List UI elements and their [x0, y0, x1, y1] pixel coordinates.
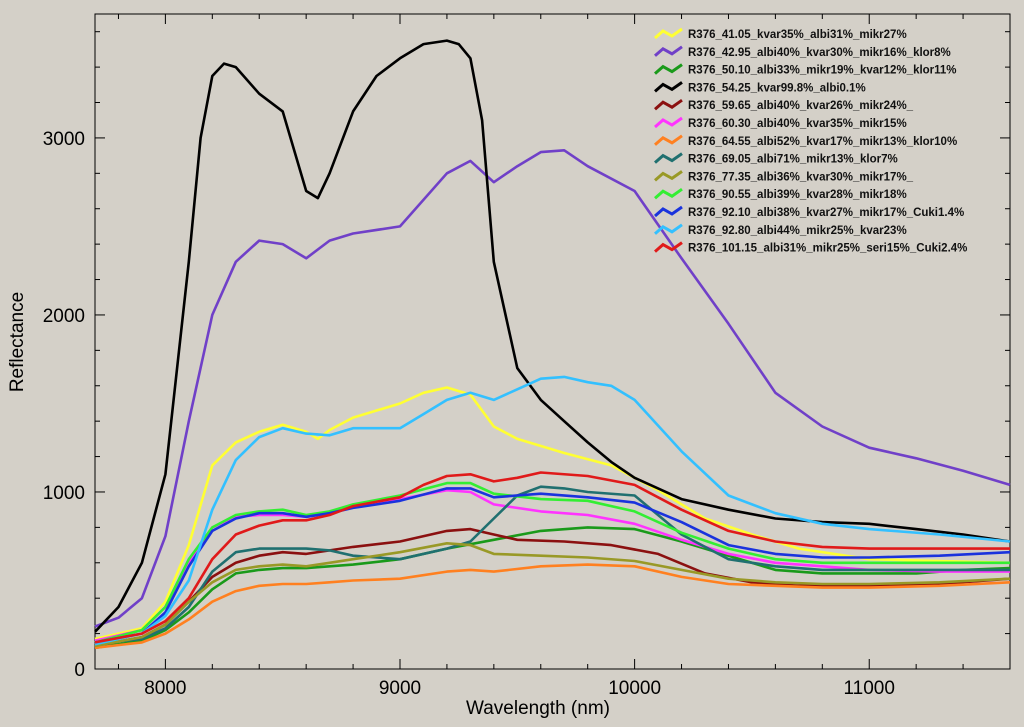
x-tick-label: 9000: [379, 678, 421, 699]
series-line-12: [94, 375, 1011, 646]
legend-entry: R376_69.05_albi71%_mikr13%_klor7%: [688, 154, 898, 166]
series-line-4: [94, 39, 1011, 633]
legend-swatch: [654, 98, 683, 111]
legend-swatch: [654, 223, 683, 235]
series-line-8: [94, 485, 1010, 646]
series-line-7: [94, 563, 1011, 650]
y-axis-label: Reflectance: [7, 292, 28, 392]
legend-entry: R376_59.65_albi40%_kvar26%_mikr24%_: [688, 100, 914, 112]
series-line-10: [94, 481, 1010, 644]
x-tick-label: 11000: [844, 678, 895, 699]
legend-swatch: [654, 63, 683, 75]
legend-entry: R376_92.80_albi44%_mikr25%_kvar23%: [688, 225, 907, 237]
legend-swatch: [654, 187, 683, 200]
legend-swatch: [654, 205, 683, 218]
legend: R376_41.05_kvar35%_albi31%_mikr27% R376_4…: [654, 27, 967, 255]
y-tick-label: 2000: [43, 306, 85, 327]
legend-swatch: [654, 27, 683, 40]
legend-swatch: [654, 45, 683, 57]
x-tick-label: 8000: [144, 678, 186, 699]
legend-entry: R376_42.95_albi40%_kvar30%_mikr16%_klor8…: [688, 47, 951, 59]
legend-entry: R376_60.30_albi40%_kvar35%_mikr15%: [688, 118, 907, 130]
series-line-11: [94, 487, 1011, 644]
series-line-5: [94, 527, 1011, 648]
x-axis-label: Wavelength (nm): [466, 698, 610, 719]
x-tick-label: 10000: [608, 678, 661, 699]
legend-entry: R376_64.55_albi52%_kvar17%_mikr13%_klor1…: [688, 136, 957, 148]
legend-entry: R376_50.10_albi33%_mikr19%_kvar12%_klor1…: [688, 65, 957, 77]
legend-entry: R376_101.15_albi31%_mikr25%_seri15%_Cuki…: [688, 243, 967, 255]
series-line-1: [94, 386, 1011, 641]
y-tick-label: 0: [74, 660, 85, 681]
legend-entry: R376_90.55_albi39%_kvar28%_mikr18%: [688, 189, 907, 201]
axis-ticks: 8000 9000 10000 11000 0 1000 2000 3000: [43, 14, 1011, 699]
legend-swatch: [654, 152, 683, 164]
series-lines: [94, 39, 1011, 650]
legend-swatch: [654, 241, 683, 253]
legend-swatch: [654, 134, 683, 146]
legend-entry: R376_77.35_albi36%_kvar30%_mikr17%_: [688, 171, 914, 183]
legend-entry: R376_92.10_albi38%_kvar27%_mikr17%_Cuki1…: [688, 207, 964, 219]
legend-entry: R376_54.25_kvar99.8%_albi0.1%: [688, 82, 866, 94]
series-line-2: [94, 149, 1011, 628]
series-line-9: [94, 541, 1011, 648]
legend-swatch: [654, 116, 683, 129]
legend-swatch: [654, 170, 683, 182]
series-line-13: [94, 471, 1010, 644]
legend-entry: R376_41.05_kvar35%_albi31%_mikr27%: [688, 29, 907, 41]
y-tick-label: 1000: [43, 483, 85, 504]
legend-swatch: [654, 81, 683, 93]
y-tick-label: 3000: [43, 129, 85, 150]
